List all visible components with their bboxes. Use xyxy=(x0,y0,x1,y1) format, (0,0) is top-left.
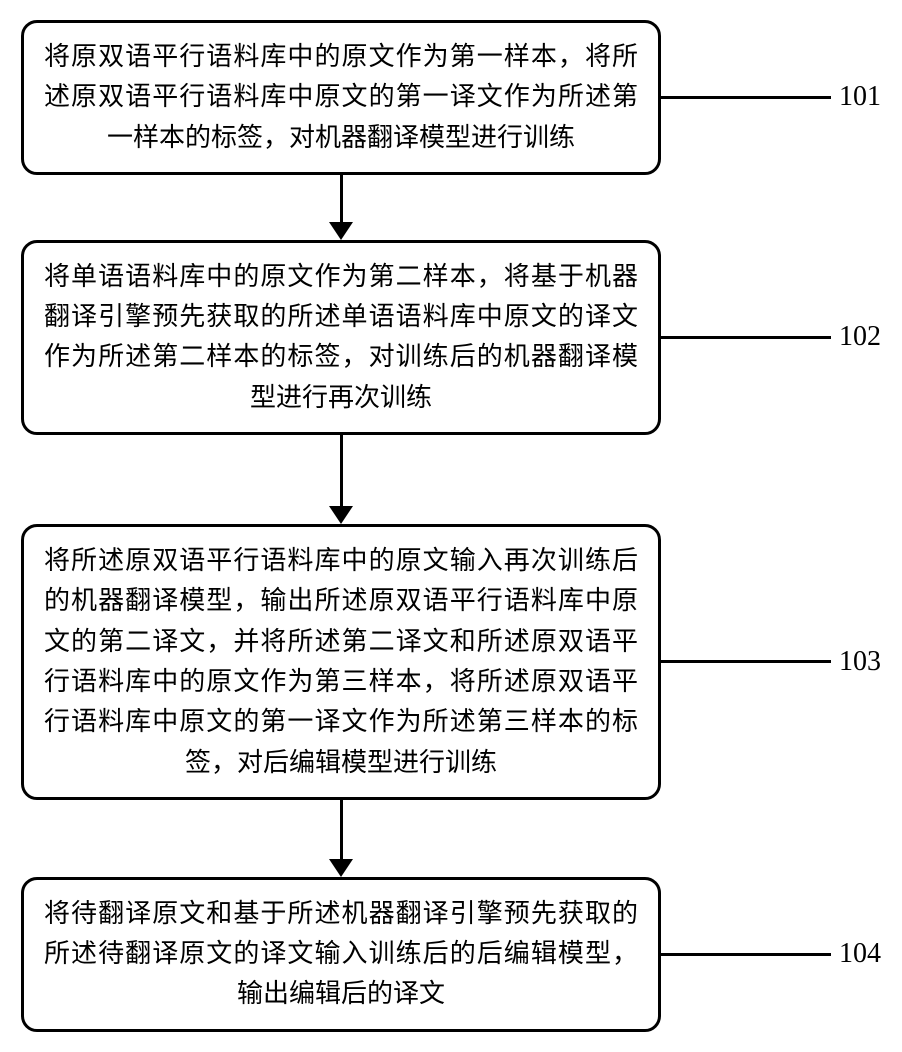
arrow-head-icon xyxy=(329,859,353,877)
flowchart-container: 将原双语平行语料库中的原文作为第一样本，将所述原双语平行语料库中原文的第一译文作… xyxy=(21,20,881,1032)
leader-line xyxy=(659,336,831,339)
arrow-row xyxy=(21,435,881,524)
step-row: 将原双语平行语料库中的原文作为第一样本，将所述原双语平行语料库中原文的第一译文作… xyxy=(21,20,881,175)
arrow xyxy=(21,800,661,877)
step-row: 将单语语料库中的原文作为第二样本，将基于机器翻译引擎预先获取的所述单语语料库中原… xyxy=(21,240,881,435)
arrow-head-icon xyxy=(329,222,353,240)
step-box: 将单语语料库中的原文作为第二样本，将基于机器翻译引擎预先获取的所述单语语料库中原… xyxy=(21,240,661,435)
arrow-shaft xyxy=(340,175,343,223)
leader-line xyxy=(659,953,831,956)
leader-line xyxy=(659,96,831,99)
arrow-shaft xyxy=(340,435,343,507)
arrow xyxy=(21,175,661,240)
step-label-group: 103 xyxy=(661,646,881,678)
arrow xyxy=(21,435,661,524)
step-row: 将待翻译原文和基于所述机器翻译引擎预先获取的所述待翻译原文的译文输入训练后的后编… xyxy=(21,877,881,1032)
arrow-head-icon xyxy=(329,506,353,524)
step-box: 将原双语平行语料库中的原文作为第一样本，将所述原双语平行语料库中原文的第一译文作… xyxy=(21,20,661,175)
step-box: 将所述原双语平行语料库中的原文输入再次训练后的机器翻译模型，输出所述原双语平行语… xyxy=(21,524,661,800)
step-label: 102 xyxy=(831,321,881,353)
step-label-group: 104 xyxy=(661,938,881,970)
arrow-row xyxy=(21,800,881,877)
step-label: 101 xyxy=(831,81,881,113)
arrow-row xyxy=(21,175,881,240)
arrow-shaft xyxy=(340,800,343,860)
step-row: 将所述原双语平行语料库中的原文输入再次训练后的机器翻译模型，输出所述原双语平行语… xyxy=(21,524,881,800)
step-label-group: 101 xyxy=(661,81,881,113)
step-label: 104 xyxy=(831,938,881,970)
step-box: 将待翻译原文和基于所述机器翻译引擎预先获取的所述待翻译原文的译文输入训练后的后编… xyxy=(21,877,661,1032)
leader-line xyxy=(659,660,831,663)
step-label: 103 xyxy=(831,646,881,678)
step-label-group: 102 xyxy=(661,321,881,353)
